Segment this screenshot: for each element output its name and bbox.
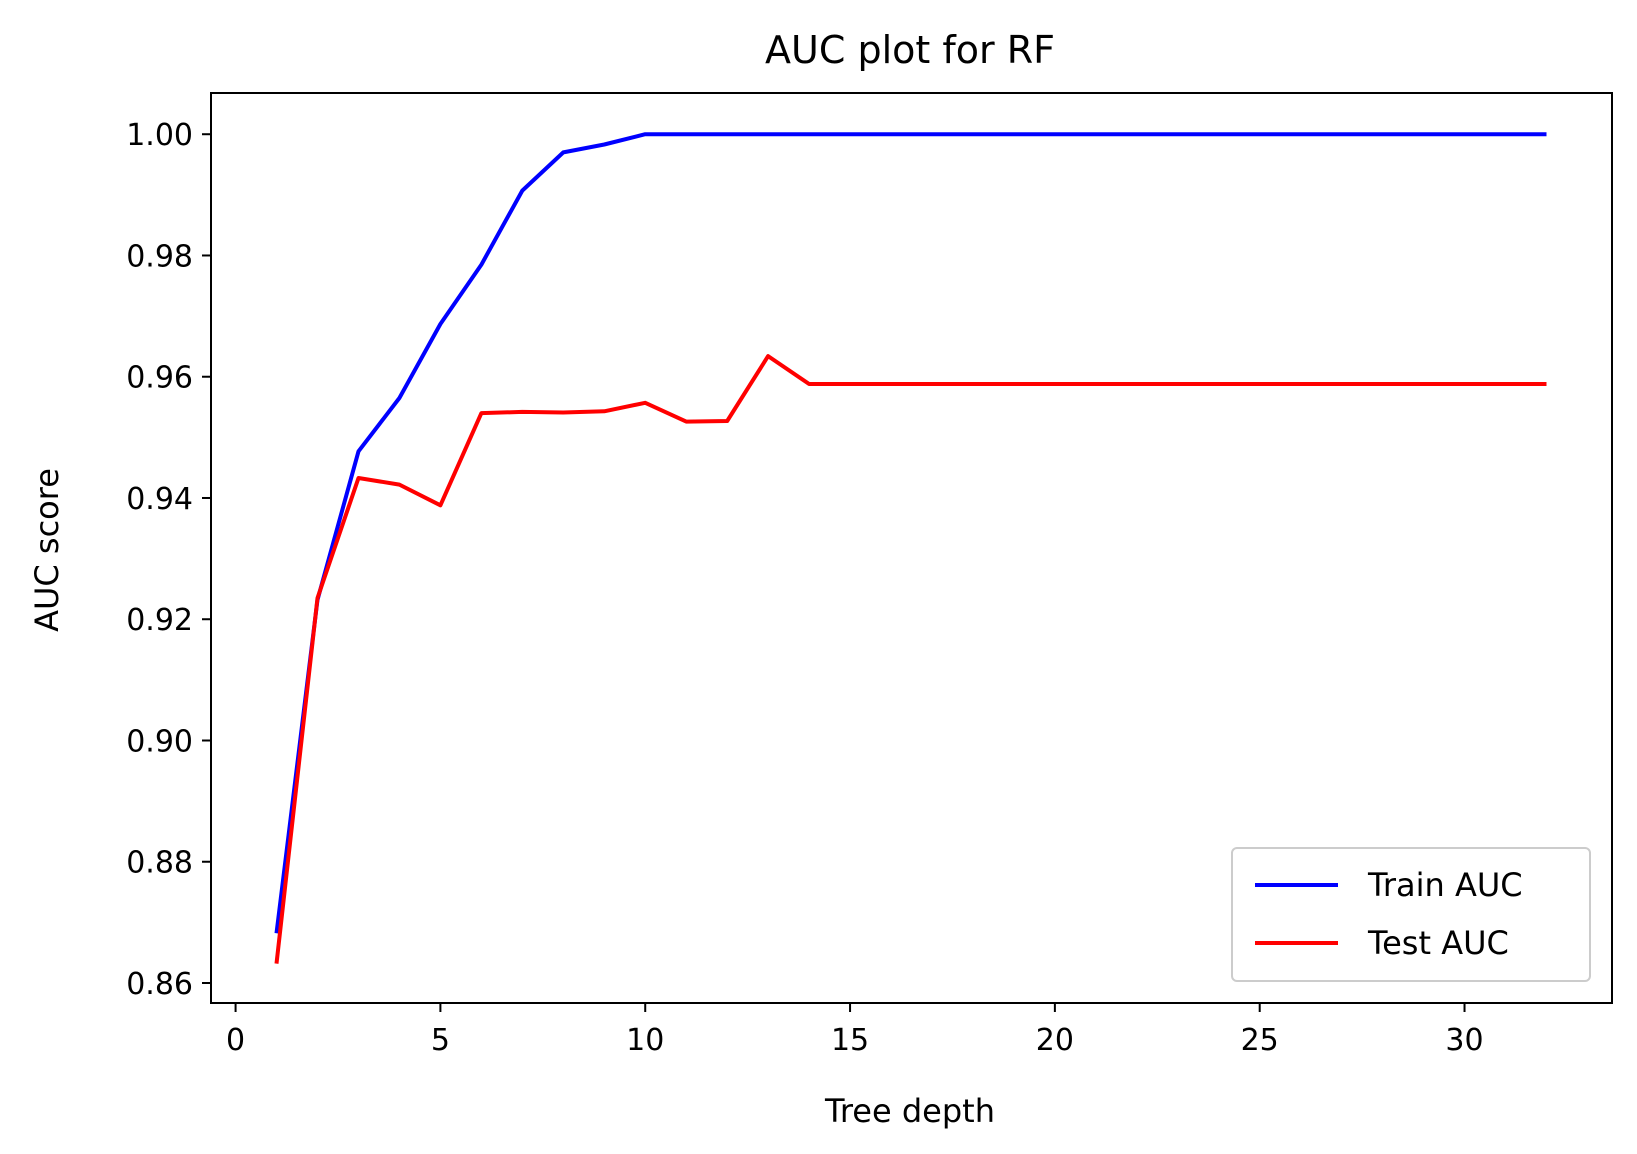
y-tick-label: 0.92 (126, 603, 193, 638)
plot-frame (210, 92, 1613, 1004)
y-tick-label: 0.90 (126, 724, 193, 759)
legend-box (1231, 847, 1591, 982)
x-tick-label: 25 (1241, 1023, 1279, 1058)
y-tick-label: 0.98 (126, 239, 193, 274)
chart-title: AUC plot for RF (765, 28, 1055, 72)
x-axis-label: Tree depth (824, 1092, 995, 1130)
legend: Train AUC Test AUC (1231, 847, 1591, 982)
y-axis-label: AUC score (28, 468, 66, 632)
x-tick-label: 15 (831, 1023, 869, 1058)
series-line-train-auc (274, 132, 1547, 934)
y-tick-label: 0.86 (126, 967, 193, 1002)
legend-label-train-auc: Train AUC (1367, 866, 1523, 904)
plot-area (274, 132, 1547, 964)
y-axis: 0.86 0.88 0.90 0.92 0.94 0.96 0.98 1.00 (126, 118, 211, 1002)
y-tick-label: 0.96 (126, 361, 193, 396)
y-tick-label: 0.94 (126, 482, 193, 517)
x-tick-label: 30 (1445, 1023, 1483, 1058)
x-tick-label: 0 (226, 1023, 245, 1058)
y-tick-label: 0.88 (126, 846, 193, 881)
y-tick-label: 1.00 (126, 118, 193, 153)
legend-label-test-auc: Test AUC (1367, 924, 1509, 962)
series-line-test-auc (274, 354, 1547, 964)
x-tick-label: 5 (431, 1023, 450, 1058)
x-tick-label: 10 (626, 1023, 664, 1058)
x-axis: 0 5 10 15 20 25 30 (226, 1003, 1484, 1058)
x-tick-label: 20 (1036, 1023, 1074, 1058)
